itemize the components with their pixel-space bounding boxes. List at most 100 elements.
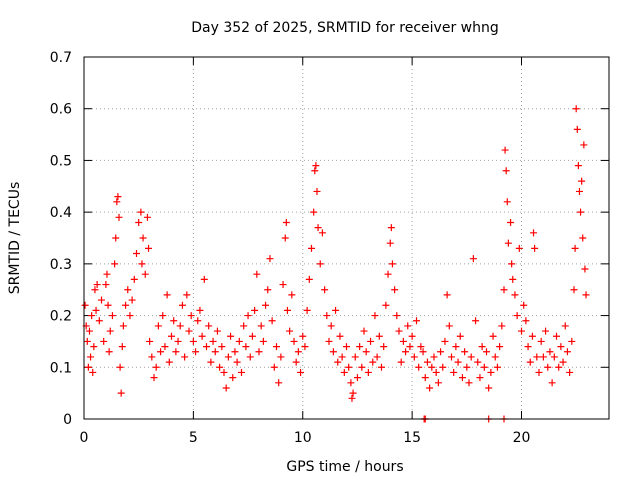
data-point <box>524 343 532 351</box>
data-point <box>90 343 98 351</box>
data-point <box>408 332 416 340</box>
data-point <box>397 358 405 366</box>
x-tick-label: 15 <box>403 430 421 446</box>
data-point <box>531 244 539 252</box>
data-point <box>301 343 309 351</box>
x-tick-label: 10 <box>294 430 312 446</box>
data-point <box>116 363 124 371</box>
data-point <box>445 322 453 330</box>
data-point <box>441 337 449 345</box>
tick-labels: 0 0.1 0.2 0.3 0.4 0.5 0.6 0.7 0 5 10 15 20 <box>50 50 531 446</box>
data-point <box>386 239 394 247</box>
y-axis-label: SRMTID / TECUs <box>7 182 23 295</box>
data-point <box>580 141 588 149</box>
data-point <box>213 327 221 335</box>
data-point <box>145 244 153 252</box>
data-point <box>406 343 414 351</box>
data-point <box>181 353 189 361</box>
data-point <box>207 358 215 366</box>
data-point <box>187 312 195 320</box>
data-point <box>493 363 501 371</box>
data-point <box>362 348 370 356</box>
data-point <box>555 363 563 371</box>
data-point <box>270 363 278 371</box>
data-point <box>360 327 368 335</box>
data-point <box>93 281 101 289</box>
data-point <box>548 379 556 387</box>
data-point <box>102 281 110 289</box>
data-point <box>496 343 504 351</box>
data-points <box>81 105 590 423</box>
data-point <box>282 218 290 226</box>
data-point <box>413 317 420 325</box>
data-point <box>553 332 560 340</box>
data-point <box>480 363 488 371</box>
data-point <box>476 374 484 382</box>
data-point <box>329 348 337 356</box>
data-point <box>375 332 383 340</box>
data-point <box>338 353 346 361</box>
data-point <box>130 275 138 283</box>
data-point <box>426 384 434 392</box>
data-point <box>220 368 228 376</box>
x-axis-label: GPS time / hours <box>286 459 403 475</box>
data-point <box>533 353 541 361</box>
data-point <box>508 260 516 268</box>
data-point <box>489 332 497 340</box>
data-point <box>515 244 523 252</box>
data-point <box>522 317 530 325</box>
data-point <box>81 301 89 309</box>
y-tick-label: 0 <box>63 412 72 428</box>
data-point <box>115 213 123 221</box>
data-point <box>452 343 460 351</box>
data-point <box>299 332 307 340</box>
data-point <box>430 353 438 361</box>
data-point <box>325 337 333 345</box>
data-point <box>92 306 100 314</box>
data-point <box>421 374 429 382</box>
data-point <box>566 368 574 376</box>
data-point <box>469 255 477 263</box>
data-point <box>112 234 120 242</box>
data-point <box>351 353 359 361</box>
data-point <box>472 317 480 325</box>
data-point <box>137 208 145 216</box>
x-tick-label: 0 <box>80 430 89 446</box>
data-point <box>528 332 536 340</box>
data-point <box>310 208 318 216</box>
data-point <box>557 343 565 351</box>
data-point <box>323 312 331 320</box>
data-point <box>185 327 193 335</box>
data-point <box>353 374 361 382</box>
data-point <box>358 363 366 371</box>
data-point <box>314 224 322 232</box>
data-point <box>273 343 280 351</box>
data-point <box>511 291 519 299</box>
data-point <box>161 343 169 351</box>
data-point <box>235 337 243 345</box>
data-point <box>579 234 587 242</box>
data-point <box>501 146 509 154</box>
data-point <box>513 312 521 320</box>
data-point <box>500 286 508 294</box>
data-point <box>224 353 232 361</box>
data-point <box>205 322 213 330</box>
data-point <box>437 348 445 356</box>
data-point <box>461 348 469 356</box>
data-point <box>227 332 235 340</box>
data-point <box>483 348 490 356</box>
data-point <box>135 218 143 226</box>
plot-frame <box>83 56 610 420</box>
data-point <box>311 167 319 175</box>
data-point <box>487 368 495 376</box>
data-point <box>572 105 580 113</box>
data-point <box>104 301 112 309</box>
data-point <box>216 363 224 371</box>
data-point <box>281 234 289 242</box>
data-point <box>509 275 517 283</box>
data-point <box>113 198 121 206</box>
data-point <box>117 389 125 397</box>
data-point <box>290 337 298 345</box>
data-point <box>126 312 134 320</box>
data-point <box>264 286 272 294</box>
